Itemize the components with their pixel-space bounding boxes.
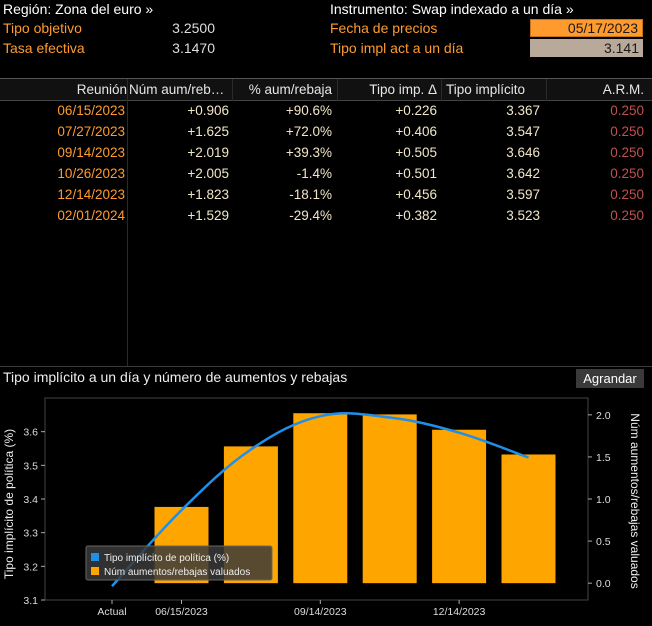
col-header-rate-delta[interactable]: Tipo imp. Δ — [369, 82, 437, 97]
right-tick-label: 1.0 — [596, 494, 611, 506]
x-tick-label: 12/14/2023 — [433, 606, 486, 618]
right-tick-label: 2.0 — [596, 410, 611, 422]
legend-label-line: Tipo implícito de política (%) — [104, 553, 229, 564]
cell-implied: 3.646 — [506, 145, 540, 160]
left-tick-label: 3.5 — [23, 460, 38, 472]
right-tick-label: 0.0 — [596, 578, 611, 590]
table-row[interactable]: 06/15/2023 +0.906 +90.6% +0.226 3.367 0.250 — [0, 103, 652, 124]
left-tick-label: 3.4 — [23, 494, 38, 506]
implied-rate-value: 3.141 — [530, 39, 643, 57]
cell-arm: 0.250 — [610, 145, 644, 160]
cell-delta: +0.406 — [395, 124, 437, 139]
price-date-label: Fecha de precios — [330, 20, 438, 36]
cell-implied: 3.597 — [506, 187, 540, 202]
left-tick-label: 3.3 — [23, 528, 38, 540]
cell-date: 10/26/2023 — [57, 166, 125, 181]
implied-rate-line — [111, 412, 529, 588]
cell-implied: 3.523 — [506, 208, 540, 223]
legend-swatch-line — [91, 553, 99, 561]
target-rate-value: 3.2500 — [172, 20, 215, 36]
bar-10/26/2023 — [362, 414, 417, 584]
col-header-arm[interactable]: A.R.M. — [602, 82, 644, 97]
region-selector[interactable]: Región: Zona del euro » — [3, 1, 154, 17]
implied-rate-label: Tipo impl act a un día — [330, 40, 464, 56]
cell-pct: +90.6% — [285, 103, 332, 118]
cell-pct: -1.4% — [296, 166, 332, 181]
cell-arm: 0.250 — [610, 124, 644, 139]
cell-arm: 0.250 — [610, 187, 644, 202]
y-axis-title: Tipo implícito de política (%) — [2, 429, 16, 579]
cell-pct: -29.4% — [289, 208, 332, 223]
bar-02/01/2024 — [501, 454, 556, 584]
table-row[interactable]: 10/26/2023 +2.005 -1.4% +0.501 3.642 0.250 — [0, 166, 652, 187]
table-row[interactable]: 12/14/2023 +1.823 -18.1% +0.456 3.597 0.250 — [0, 187, 652, 208]
target-rate-label: Tipo objetivo — [3, 20, 82, 36]
cell-arm: 0.250 — [610, 166, 644, 181]
enlarge-button[interactable]: Agrandar — [576, 369, 644, 388]
cell-date: 09/14/2023 — [57, 145, 125, 160]
effective-rate-value: 3.1470 — [172, 40, 215, 56]
col-header-num-moves[interactable]: Núm aum/reb… — [129, 82, 225, 97]
cell-implied: 3.367 — [506, 103, 540, 118]
x-tick-label: 09/14/2023 — [294, 606, 347, 618]
table-header — [0, 79, 652, 100]
instrument-selector[interactable]: Instrumento: Swap indexado a un día » — [330, 1, 574, 17]
cell-date: 07/27/2023 — [57, 124, 125, 139]
legend-box — [85, 545, 273, 581]
cell-delta: +0.501 — [395, 166, 437, 181]
left-tick-label: 3.2 — [23, 561, 38, 573]
left-tick-label: 3.1 — [23, 595, 38, 607]
cell-pct: -18.1% — [289, 187, 332, 202]
cell-date: 02/01/2024 — [57, 208, 125, 223]
effective-rate-label: Tasa efectiva — [3, 40, 85, 56]
cell-implied: 3.642 — [506, 166, 540, 181]
bar-09/14/2023 — [293, 413, 348, 584]
rate-chart: 3.1 3.2 3.3 3.4 3.5 3.6 0.0 0.5 1.0 1.5 2.0 Actual 0… — [2, 397, 642, 618]
chart-title: Tipo implícito a un día y número de aume… — [3, 369, 348, 385]
right-tick-label: 1.5 — [596, 452, 611, 464]
cell-arm: 0.250 — [610, 103, 644, 118]
x-tick-label: 06/15/2023 — [155, 606, 208, 618]
cell-num: +2.019 — [187, 145, 229, 160]
cell-num: +0.906 — [187, 103, 229, 118]
legend-label-bar: Núm aumentos/rebajas valuados — [104, 567, 250, 578]
cell-implied: 3.547 — [506, 124, 540, 139]
cell-pct: +39.3% — [285, 145, 332, 160]
cell-num: +1.529 — [187, 208, 229, 223]
bar-12/14/2023 — [432, 429, 487, 584]
col-header-implied-rate[interactable]: Tipo implícito — [446, 82, 526, 97]
col-header-meeting[interactable]: Reunión — [76, 82, 127, 97]
cell-num: +1.823 — [187, 187, 229, 202]
cell-date: 12/14/2023 — [57, 187, 125, 202]
right-tick-label: 0.5 — [596, 536, 611, 548]
legend-swatch-bar — [91, 567, 99, 575]
price-date-input[interactable]: 05/17/2023 — [530, 19, 643, 37]
left-tick-label: 3.6 — [23, 427, 38, 439]
cell-delta: +0.226 — [395, 103, 437, 118]
y2-axis-title: Núm aumentos/rebajas valuados — [628, 413, 642, 588]
cell-arm: 0.250 — [610, 208, 644, 223]
cell-num: +2.005 — [187, 166, 229, 181]
cell-delta: +0.456 — [395, 187, 437, 202]
cell-delta: +0.382 — [395, 208, 437, 223]
cell-num: +1.625 — [187, 124, 229, 139]
table-row[interactable]: 02/01/2024 +1.529 -29.4% +0.382 3.523 0.250 — [0, 208, 652, 229]
cell-delta: +0.505 — [395, 145, 437, 160]
x-tick-label: Actual — [97, 606, 126, 618]
col-header-pct-moves[interactable]: % aum/rebaja — [248, 82, 332, 97]
table-row[interactable]: 09/14/2023 +2.019 +39.3% +0.505 3.646 0.250 — [0, 145, 652, 166]
table-row[interactable]: 07/27/2023 +1.625 +72.0% +0.406 3.547 0.250 — [0, 124, 652, 145]
cell-date: 06/15/2023 — [57, 103, 125, 118]
cell-pct: +72.0% — [285, 124, 332, 139]
